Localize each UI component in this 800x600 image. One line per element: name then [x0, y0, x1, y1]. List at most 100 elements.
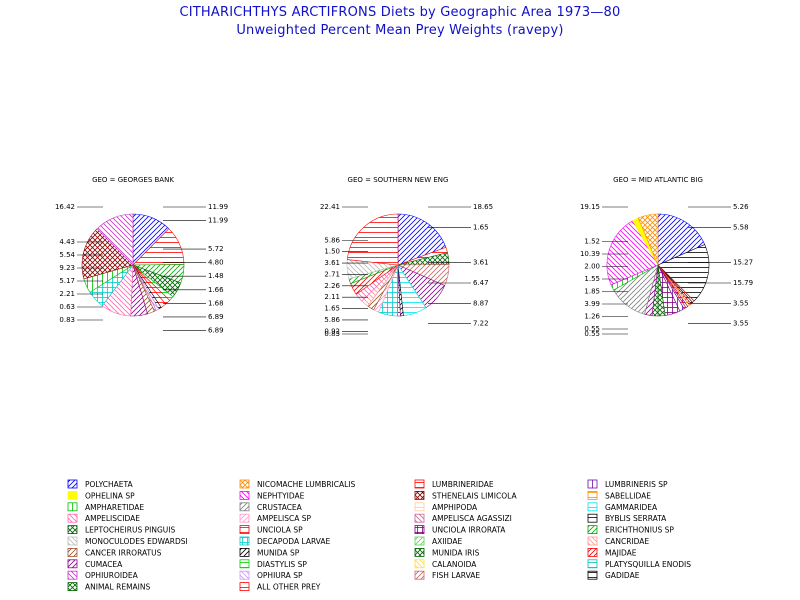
legend-item-leptocheirus-pinguis: LEPTOCHEIRUS PINGUIS	[67, 525, 175, 535]
legend-swatch	[239, 525, 250, 534]
legend-item-gammaridea: GAMMARIDEA	[587, 502, 658, 512]
slice-value-label: 2.26	[324, 282, 340, 290]
legend-item-lumbrineris-sp: LUMBRINERIS SP	[587, 479, 668, 489]
slice-value-label: 3.99	[584, 300, 600, 308]
legend-label: CANCER IRRORATUS	[85, 548, 162, 557]
legend-label: OPHIURA SP	[257, 571, 303, 580]
legend-item-cancridae: CANCRIDAE	[587, 536, 649, 546]
legend-swatch	[587, 536, 598, 546]
legend-label: NICOMACHE LUMBRICALIS	[257, 480, 356, 489]
pie-slice-nicomache-lumbricalis	[637, 213, 659, 266]
slice-value-label: 3.55	[733, 299, 749, 307]
legend-item-ophiura-sp: OPHIURA SP	[239, 570, 303, 580]
slice-value-label: 7.22	[473, 320, 489, 328]
pie-slice-lumbrineridae	[346, 213, 399, 266]
legend-item-lumbrineridae: LUMBRINERIDAE	[414, 479, 494, 489]
slice-value-label: 2.11	[324, 293, 340, 301]
slice-value-label: 11.99	[208, 217, 228, 225]
legend-swatch	[67, 570, 78, 580]
legend-label: AMPHARETIDAE	[85, 503, 144, 512]
legend-swatch	[414, 513, 425, 523]
slice-value-label: 5.86	[324, 236, 340, 244]
legend-swatch	[67, 536, 78, 546]
legend-swatch	[239, 570, 250, 580]
slice-value-label: 5.54	[59, 251, 75, 259]
legend-label: MAJIDAE	[605, 548, 637, 557]
legend-label: LEPTOCHEIRUS PINGUIS	[85, 526, 175, 535]
legend-swatch	[239, 479, 250, 489]
legend-item-amphipoda: AMPHIPODA	[414, 502, 478, 512]
legend-swatch	[587, 559, 598, 569]
legend-item-all-other-prey: ALL OTHER PREY	[239, 582, 321, 592]
legend-label: AMPELISCA AGASSIZI	[432, 514, 512, 523]
legend-item-cancer-irroratus: CANCER IRRORATUS	[67, 548, 162, 557]
legend-item-diastylis-sp: DIASTYLIS SP	[239, 559, 307, 569]
legend-label: CANCRIDAE	[605, 537, 649, 546]
legend-item-sthenelais-limicola: STHENELAIS LIMICOLA	[414, 490, 517, 500]
slice-value-label: 0.83	[324, 330, 340, 338]
legend-item-byblis-serrata: BYBLIS SERRATA	[587, 513, 667, 523]
pie-title: GEO = MID ATLANTIC BIG	[613, 176, 703, 184]
legend-label: AMPHIPODA	[432, 503, 478, 512]
legend-label: ERICHTHONIUS SP	[605, 526, 674, 535]
legend-item-nephtyidae: NEPHTYIDAE	[239, 490, 305, 500]
legend-swatch	[67, 513, 78, 523]
legend-label: STHENELAIS LIMICOLA	[432, 491, 517, 500]
legend-item-fish-larvae: FISH LARVAE	[414, 570, 480, 580]
legend-label: MONOCULODES EDWARDSI	[85, 537, 188, 546]
legend-swatch	[414, 479, 425, 489]
pie-slice-ophiuroidea	[96, 213, 134, 266]
legend-swatch	[239, 559, 250, 569]
pie-slice-polychaeta	[397, 213, 447, 266]
legend-label: BYBLIS SERRATA	[605, 514, 667, 523]
slice-value-label: 4.80	[208, 259, 224, 267]
chart-subtitle: Unweighted Percent Mean Prey Weights (ra…	[236, 23, 564, 38]
legend-label: MUNIDA IRIS	[432, 548, 480, 557]
legend-swatch	[414, 559, 425, 569]
slice-value-label: 10.39	[580, 250, 600, 258]
legend-label: SABELLIDAE	[605, 491, 651, 500]
pie-chart-geo-southern-new-eng: GEO = SOUTHERN NEW ENG 18.65 1.65 3.61 6.47 8…	[320, 176, 493, 338]
legend-swatch	[587, 525, 598, 534]
legend-label: UNCIOLA SP	[257, 526, 303, 535]
slice-value-label: 5.58	[733, 223, 749, 231]
legend-item-monoculodes-edwardsi: MONOCULODES EDWARDSI	[67, 536, 188, 546]
legend-swatch	[67, 479, 78, 489]
legend-label: ALL OTHER PREY	[257, 583, 321, 592]
slice-value-label: 15.27	[733, 259, 753, 267]
legend-label: AXIIDAE	[432, 537, 462, 546]
legend-item-erichthonius-sp: ERICHTHONIUS SP	[587, 525, 674, 535]
legend-label: FISH LARVAE	[432, 571, 480, 580]
legend-label: DIASTYLIS SP	[257, 560, 307, 569]
legend-label: LUMBRINERIDAE	[432, 480, 494, 489]
slice-value-label: 1.55	[584, 275, 600, 283]
slice-value-label: 3.61	[473, 259, 489, 267]
legend-swatch	[587, 502, 598, 512]
legend-item-nicomache-lumbricalis: NICOMACHE LUMBRICALIS	[239, 479, 356, 489]
slice-value-label: 11.99	[208, 203, 228, 211]
slice-value-label: 9.23	[59, 264, 75, 272]
legend-swatch	[587, 548, 598, 557]
slice-value-label: 1.68	[208, 299, 224, 307]
legend-swatch	[67, 502, 78, 512]
slice-value-label: 5.26	[733, 203, 749, 211]
slice-value-label: 16.42	[55, 203, 75, 211]
legend-swatch	[414, 490, 425, 500]
legend-item-animal-remains: ANIMAL REMAINS	[67, 582, 150, 592]
legend-item-ophelina-sp: OPHELINA SP	[67, 490, 135, 500]
legend-label: DECAPODA LARVAE	[257, 537, 331, 546]
pie-title: GEO = SOUTHERN NEW ENG	[348, 176, 449, 184]
legend-swatch	[414, 548, 425, 557]
legend-swatch	[414, 525, 425, 534]
legend-label: LUMBRINERIS SP	[605, 480, 668, 489]
legend-item-polychaeta: POLYCHAETA	[67, 479, 134, 489]
slice-value-label: 1.66	[208, 286, 224, 294]
legend-item-ampharetidae: AMPHARETIDAE	[67, 502, 144, 512]
legend-swatch	[67, 582, 78, 591]
pie-chart-geo-mid-atlantic-big: GEO = MID ATLANTIC BIG 5.26 5.58 15.27 15.79…	[580, 176, 753, 338]
legend-swatch	[587, 490, 598, 500]
legend-item-platysquilla-enodis: PLATYSQUILLA ENODIS	[587, 559, 691, 569]
slice-value-label: 6.89	[208, 313, 224, 321]
legend-label: ANIMAL REMAINS	[85, 583, 150, 592]
